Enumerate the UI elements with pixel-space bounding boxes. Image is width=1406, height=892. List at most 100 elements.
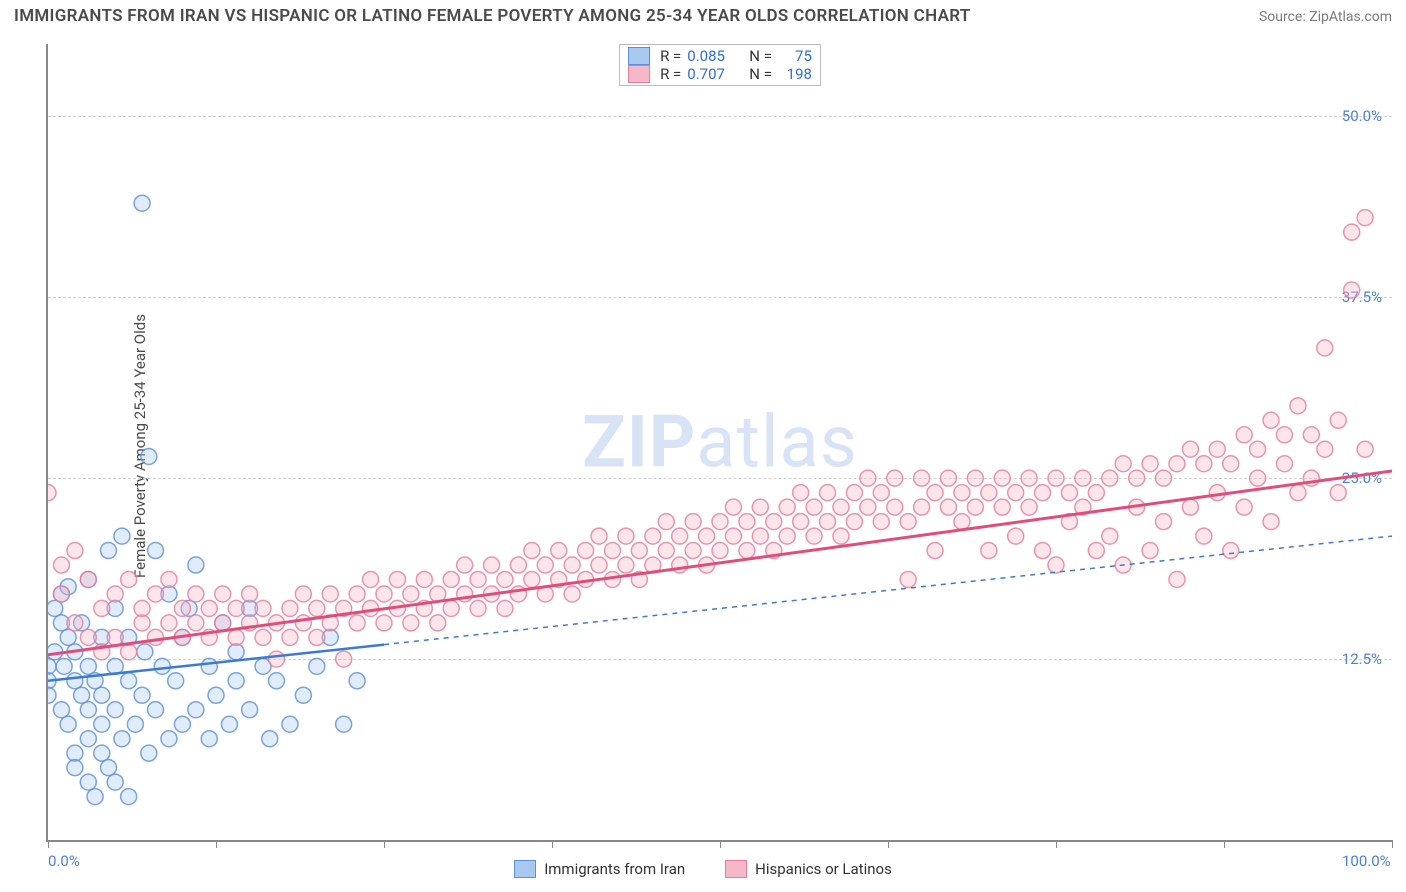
data-point-hispanic xyxy=(282,629,298,645)
data-point-hispanic xyxy=(1223,456,1239,472)
correlation-legend-box: R = 0.085 N = 75 R = 0.707 N = 198 xyxy=(619,44,821,86)
data-point-hispanic xyxy=(148,629,164,645)
data-point-iran xyxy=(114,731,130,747)
data-point-iran xyxy=(87,789,103,805)
data-point-iran xyxy=(134,195,150,211)
data-point-hispanic xyxy=(914,499,930,515)
data-point-hispanic xyxy=(1008,485,1024,501)
data-point-hispanic xyxy=(793,485,809,501)
data-point-hispanic xyxy=(806,499,822,515)
legend-label-hispanic: Hispanics or Latinos xyxy=(755,860,892,878)
data-point-iran xyxy=(121,789,137,805)
data-point-iran xyxy=(107,774,123,790)
data-point-hispanic xyxy=(53,557,69,573)
data-point-hispanic xyxy=(537,557,553,573)
x-tick xyxy=(48,840,49,848)
data-point-hispanic xyxy=(215,615,231,631)
data-point-iran xyxy=(188,557,204,573)
data-point-hispanic xyxy=(833,528,849,544)
data-point-iran xyxy=(48,658,56,674)
data-point-hispanic xyxy=(1250,441,1266,457)
data-point-hispanic xyxy=(497,571,513,587)
data-point-hispanic xyxy=(954,485,970,501)
data-point-hispanic xyxy=(927,485,943,501)
data-point-hispanic xyxy=(1102,470,1118,486)
data-point-hispanic xyxy=(376,615,392,631)
data-point-iran xyxy=(67,760,83,776)
data-point-hispanic xyxy=(739,543,755,559)
data-point-hispanic xyxy=(282,600,298,616)
data-point-hispanic xyxy=(228,629,244,645)
data-point-hispanic xyxy=(403,586,419,602)
data-point-hispanic xyxy=(1344,282,1360,298)
data-point-hispanic xyxy=(994,499,1010,515)
data-point-iran xyxy=(94,716,110,732)
data-point-iran xyxy=(48,687,56,703)
data-point-iran xyxy=(94,745,110,761)
chart-svg xyxy=(48,44,1392,840)
data-point-hispanic xyxy=(1182,499,1198,515)
data-point-hispanic xyxy=(1344,224,1360,240)
data-point-hispanic xyxy=(860,499,876,515)
data-point-hispanic xyxy=(658,543,674,559)
data-point-iran xyxy=(148,543,164,559)
data-point-hispanic xyxy=(121,571,137,587)
data-point-hispanic xyxy=(309,629,325,645)
data-point-iran xyxy=(134,687,150,703)
x-tick xyxy=(1224,840,1225,848)
data-point-hispanic xyxy=(94,600,110,616)
data-point-hispanic xyxy=(1008,528,1024,544)
data-point-hispanic xyxy=(1021,499,1037,515)
data-point-hispanic xyxy=(188,586,204,602)
data-point-hispanic xyxy=(161,615,177,631)
data-point-iran xyxy=(114,528,130,544)
data-point-hispanic xyxy=(927,543,943,559)
data-point-hispanic xyxy=(752,528,768,544)
data-point-hispanic xyxy=(336,651,352,667)
legend-item-hispanic: Hispanics or Latinos xyxy=(725,860,892,878)
data-point-hispanic xyxy=(1236,427,1252,443)
data-point-hispanic xyxy=(1156,514,1172,530)
data-point-hispanic xyxy=(833,499,849,515)
data-point-hispanic xyxy=(48,485,56,501)
source-attribution: Source: ZipAtlas.com xyxy=(1259,9,1392,25)
data-point-hispanic xyxy=(1142,543,1158,559)
data-point-hispanic xyxy=(1048,470,1064,486)
data-point-hispanic xyxy=(1169,456,1185,472)
chart-title: IMMIGRANTS FROM IRAN VS HISPANIC OR LATI… xyxy=(14,6,971,26)
data-point-hispanic xyxy=(712,543,728,559)
data-point-hispanic xyxy=(604,543,620,559)
data-point-iran xyxy=(141,745,157,761)
data-point-hispanic xyxy=(887,470,903,486)
data-point-hispanic xyxy=(981,543,997,559)
data-point-hispanic xyxy=(403,615,419,631)
data-point-iran xyxy=(309,658,325,674)
data-point-hispanic xyxy=(940,470,956,486)
data-point-hispanic xyxy=(1290,398,1306,414)
data-point-iran xyxy=(228,644,244,660)
data-point-hispanic xyxy=(1088,485,1104,501)
data-point-hispanic xyxy=(591,557,607,573)
data-point-hispanic xyxy=(1209,441,1225,457)
data-point-iran xyxy=(201,658,217,674)
data-point-iran xyxy=(349,673,365,689)
data-point-iran xyxy=(228,673,244,689)
data-point-hispanic xyxy=(510,557,526,573)
data-point-hispanic xyxy=(1250,470,1266,486)
data-point-hispanic xyxy=(524,543,540,559)
data-point-hispanic xyxy=(1317,340,1333,356)
data-point-hispanic xyxy=(376,586,392,602)
data-point-iran xyxy=(208,687,224,703)
data-point-hispanic xyxy=(820,485,836,501)
data-point-iran xyxy=(67,745,83,761)
data-point-hispanic xyxy=(900,514,916,530)
x-tick xyxy=(552,840,553,848)
data-point-iran xyxy=(80,658,96,674)
data-point-hispanic xyxy=(739,514,755,530)
data-point-hispanic xyxy=(67,543,83,559)
data-point-hispanic xyxy=(1276,456,1292,472)
data-point-hispanic xyxy=(228,600,244,616)
data-point-hispanic xyxy=(1357,441,1373,457)
data-point-hispanic xyxy=(1075,470,1091,486)
data-point-iran xyxy=(161,731,177,747)
